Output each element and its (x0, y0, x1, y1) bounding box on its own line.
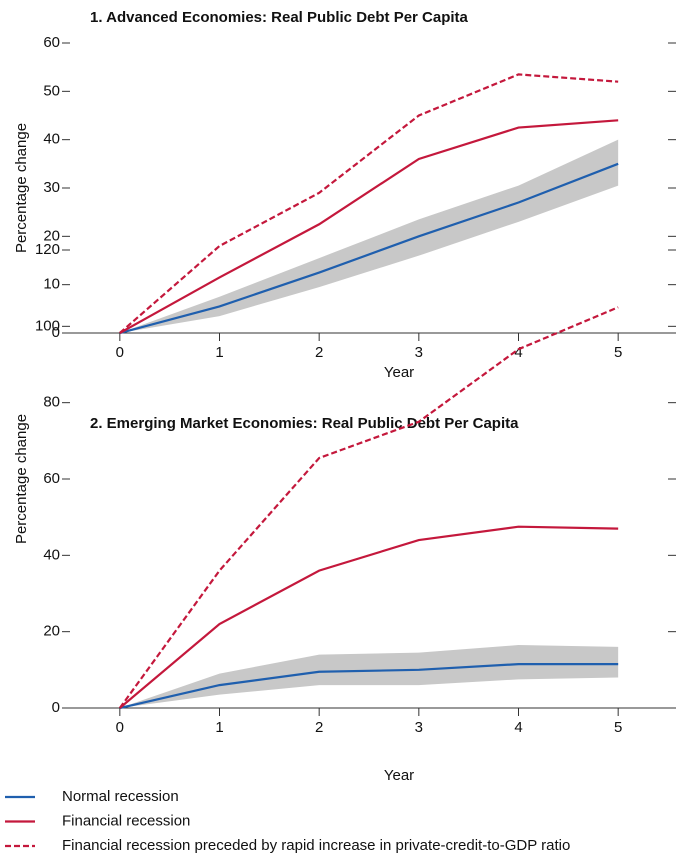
y-tick-label: 50 (43, 82, 60, 99)
x-tick-label: 1 (215, 344, 223, 361)
y-tick-label: 20 (43, 227, 60, 244)
x-tick-label: 2 (315, 344, 323, 361)
y-tick-label: 40 (43, 546, 60, 563)
y-tick-label: 40 (43, 131, 60, 148)
x-tick-label: 1 (215, 719, 223, 736)
legend-label: Financial recession (62, 812, 190, 829)
y-tick-label: 20 (43, 623, 60, 640)
x-tick-label: 5 (614, 344, 622, 361)
confidence-band (119, 645, 619, 708)
chart-title: 1. Advanced Economies: Real Public Debt … (90, 9, 469, 26)
x-tick-label: 2 (315, 719, 323, 736)
confidence-band (119, 139, 619, 333)
y-tick-label: 10 (43, 276, 60, 293)
x-axis-label: Year (384, 767, 414, 784)
x-tick-label: 0 (116, 719, 124, 736)
x-tick-label: 0 (116, 344, 124, 361)
series-line (119, 119, 619, 334)
x-axis-label: Year (384, 364, 414, 381)
y-axis-label: Percentage change (13, 123, 30, 253)
legend-label: Financial recession preceded by rapid in… (62, 837, 570, 854)
chart-title: 2. Emerging Market Economies: Real Publi… (90, 415, 519, 432)
series-line (119, 73, 619, 334)
y-tick-label: 0 (52, 699, 60, 716)
y-tick-label: 80 (43, 394, 60, 411)
x-tick-label: 3 (415, 344, 423, 361)
y-tick-label: 100 (35, 317, 60, 334)
legend-label: Normal recession (62, 788, 179, 805)
series-line (118, 306, 619, 709)
y-tick-label: 60 (43, 470, 60, 487)
y-tick-label: 120 (35, 241, 60, 258)
y-tick-label: 60 (43, 34, 60, 51)
series-line (119, 663, 619, 710)
y-tick-label: 30 (43, 179, 60, 196)
x-tick-label: 3 (415, 719, 423, 736)
x-tick-label: 5 (614, 719, 622, 736)
y-axis-label: Percentage change (13, 414, 30, 544)
y-tick-label: 0 (52, 324, 60, 341)
series-line (119, 525, 619, 709)
x-tick-label: 4 (514, 719, 522, 736)
x-tick-label: 4 (514, 344, 522, 361)
series-line (119, 162, 619, 335)
